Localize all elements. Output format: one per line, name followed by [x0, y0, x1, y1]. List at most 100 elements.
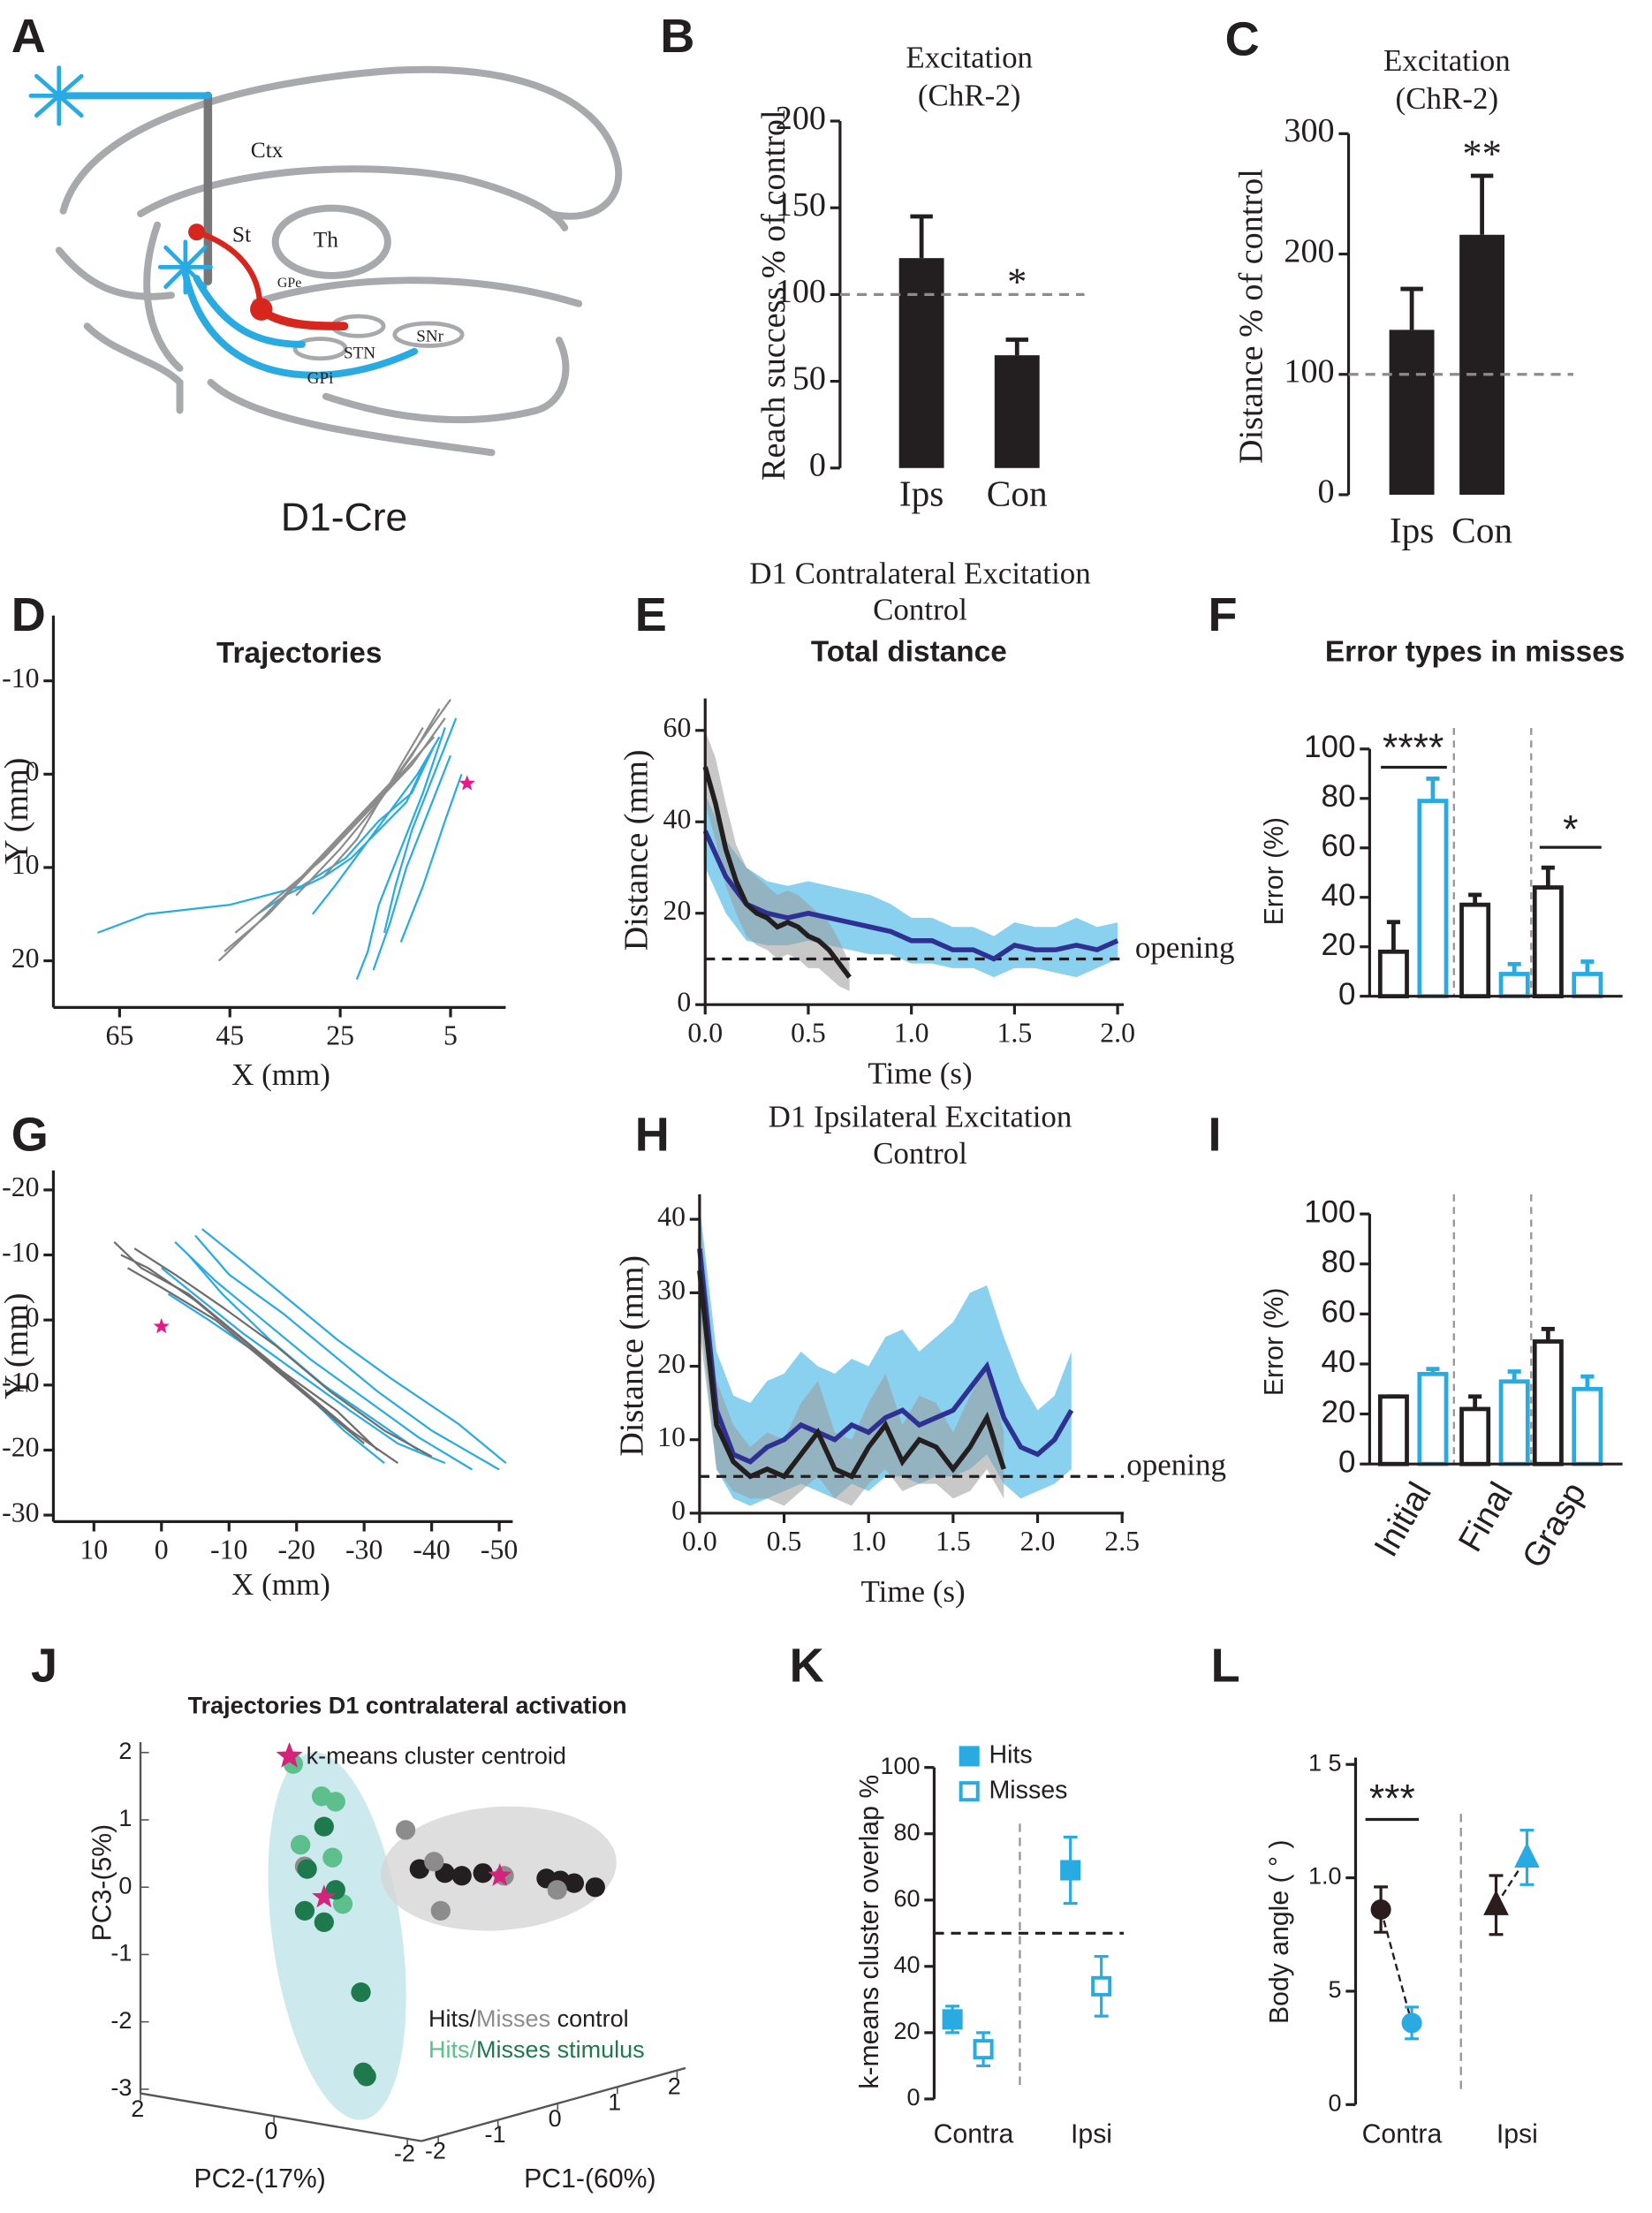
x-axis-label: PC1-(60%) [524, 2164, 655, 2194]
tick-label: -2 [425, 2137, 446, 2164]
brain-outline [143, 221, 184, 372]
point [325, 1792, 345, 1812]
panel-label: D [11, 588, 46, 641]
panel-label: H [635, 1109, 670, 1162]
x-tick-label: -50 [481, 1535, 518, 1565]
panel-label: A [11, 10, 46, 63]
tick-label: 1 [608, 2089, 621, 2116]
point [473, 1863, 493, 1883]
y-tick-label: -3 [110, 2074, 132, 2101]
x-tick-label: Final [1451, 1476, 1521, 1558]
x-tick-label: 45 [216, 1020, 244, 1051]
y-tick-label: 1.0 [1308, 1863, 1342, 1890]
legend-part: control [550, 2005, 629, 2032]
point [942, 2009, 963, 2030]
chart-title: Trajectories D1 contralateral activation [188, 1692, 627, 1718]
y-tick-label: 60 [1322, 1295, 1356, 1330]
x-axis-label: X (mm) [231, 1567, 330, 1602]
tick-label: 2 [668, 2073, 681, 2099]
y-tick-label: 50 [792, 360, 826, 397]
diagram-label: SNr [416, 327, 443, 345]
x-tick-label: 0.5 [767, 1526, 802, 1557]
bar [1459, 1406, 1491, 1466]
y-tick-label: 40 [1322, 878, 1356, 913]
y-tick-label: 100 [1284, 353, 1334, 390]
legend-star [276, 1742, 303, 1768]
brain-outline [252, 277, 583, 307]
x-tick-label: 0.5 [791, 1017, 826, 1048]
tick-label: -2 [394, 2141, 415, 2167]
y-tick-label: -20 [2, 1171, 39, 1202]
x-tick-label: 1.0 [894, 1017, 929, 1048]
reference-label: opening [1126, 1448, 1226, 1482]
trajectory [96, 746, 436, 934]
trajectory [234, 717, 446, 934]
trajectory [167, 1292, 385, 1464]
tick-label: 0 [264, 2118, 277, 2144]
y-axis-label: Y (mm) [0, 1292, 35, 1398]
trajectory [217, 726, 424, 962]
y-tick-label: 60 [1322, 829, 1356, 863]
point [1401, 2012, 1422, 2034]
x-tick-label: 0 [155, 1535, 169, 1565]
x-tick-label: Contra [1362, 2119, 1443, 2149]
annotation: *** [1369, 1777, 1415, 1821]
x-tick-label: 1.5 [936, 1526, 971, 1557]
line [702, 766, 852, 979]
y-axis-label: Body angle ( ° ) [1265, 1839, 1294, 2024]
bar [994, 355, 1040, 468]
x-axis-label: Time (s) [860, 1574, 965, 1609]
connector [1379, 1909, 1413, 2024]
neuron [28, 65, 89, 126]
y-tick-label: -2 [110, 2007, 132, 2034]
bar [1417, 1371, 1449, 1466]
bar [1459, 902, 1491, 999]
point [451, 1866, 472, 1886]
y-tick-label: 200 [776, 100, 826, 137]
point [1370, 1898, 1391, 1921]
diagram-label: St [232, 221, 251, 246]
legend-part: stimulus [550, 2036, 645, 2063]
tick-label: -1 [485, 2121, 506, 2148]
legend-entry: Hits/Misses control [428, 2005, 629, 2032]
y-tick-label: 60 [893, 1885, 920, 1912]
y-axis-label: Distance % of control [1233, 169, 1270, 464]
y-tick-label: 40 [1322, 1345, 1356, 1379]
reference-label: opening [1135, 930, 1235, 965]
y-tick-label: 100 [880, 1753, 920, 1779]
point [314, 1816, 334, 1837]
nucleus [292, 337, 348, 361]
confidence-band [705, 730, 850, 991]
point [294, 1900, 315, 1921]
x-tick-label: Ips [1390, 510, 1435, 550]
y-tick-label: 40 [663, 804, 692, 835]
chart-subtitle: (ChR-2) [1396, 81, 1499, 116]
x-tick-label: 0.0 [682, 1526, 717, 1557]
y-tick-label: -20 [2, 1432, 39, 1463]
arrow [193, 229, 263, 310]
arrow [193, 275, 306, 348]
y-tick-label: 10 [11, 849, 40, 880]
trajectory [399, 773, 463, 943]
y-axis-label: Error (%) [1260, 1288, 1289, 1396]
chart-title: Total distance [811, 635, 1007, 668]
x-tick-label: Ipsi [1071, 2119, 1112, 2149]
y-tick-label: 0 [671, 1495, 686, 1526]
y-tick-label: 40 [657, 1201, 686, 1232]
x-tick-label: Initial [1367, 1476, 1439, 1564]
panel-label: K [790, 1640, 824, 1693]
y-tick-label: 2 [118, 1738, 132, 1764]
y-axis-label: Y (mm) [0, 758, 35, 864]
trajectory [113, 1241, 379, 1451]
y-tick-label: 300 [1284, 112, 1334, 149]
x-tick-label: Con [987, 474, 1048, 514]
point [564, 1873, 585, 1893]
point [356, 2066, 376, 2087]
x-tick-label: 1.0 [851, 1526, 886, 1557]
x-tick-label: Grasp [1515, 1476, 1594, 1574]
point [351, 1982, 371, 2003]
point [1514, 1842, 1540, 1868]
x-tick-label: Ips [899, 474, 944, 514]
y-tick-label: 20 [657, 1348, 686, 1379]
point [430, 1900, 451, 1921]
